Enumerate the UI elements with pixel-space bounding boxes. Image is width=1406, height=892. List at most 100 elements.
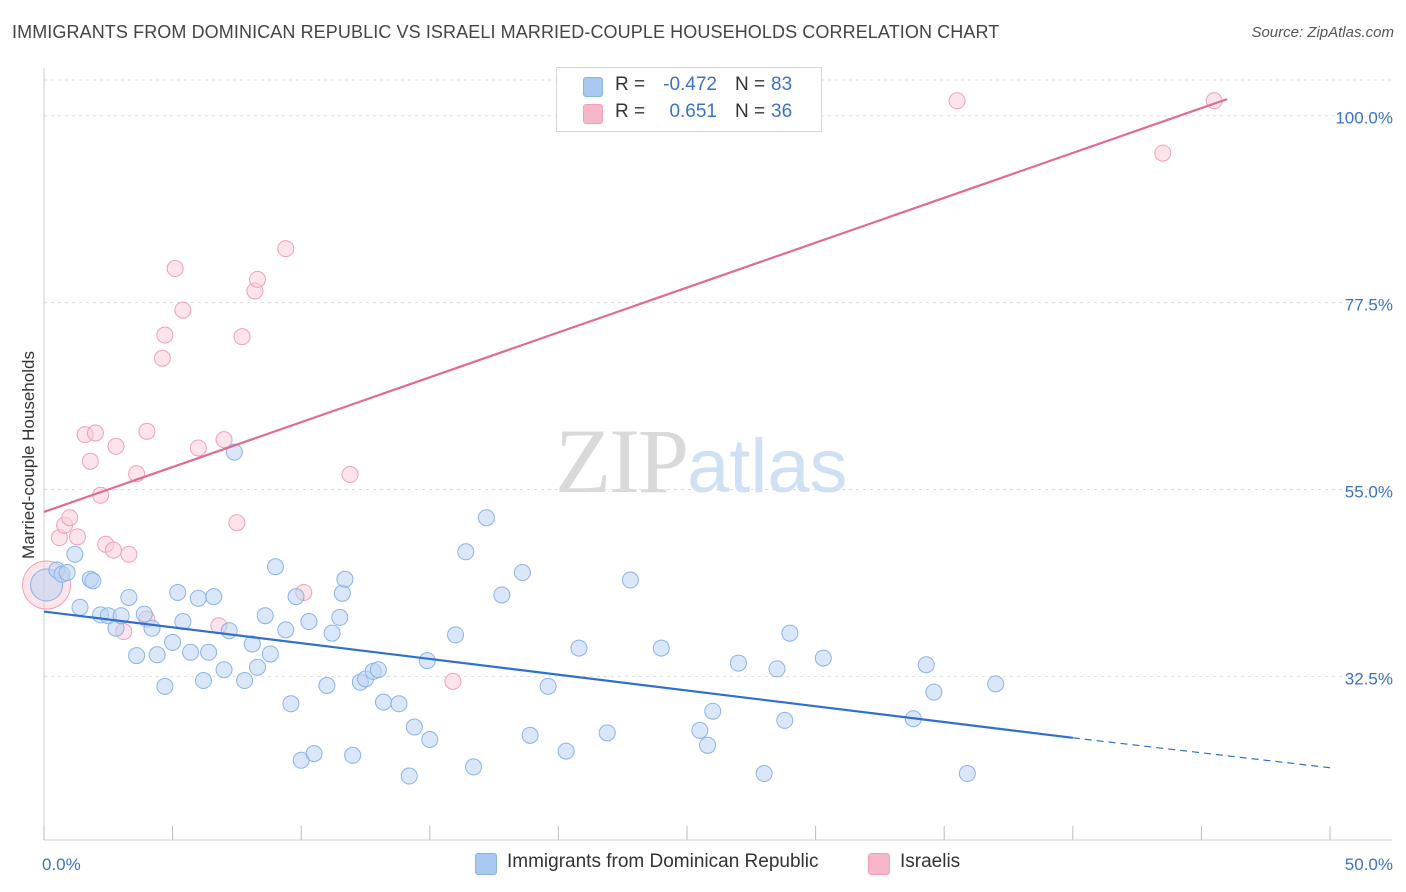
dominican-point: [205, 588, 223, 606]
dominican-point: [261, 645, 279, 663]
israelis-point: [68, 528, 86, 546]
trend-lines: [43, 98, 1331, 769]
dominican-point: [457, 543, 475, 561]
tick-labels: 100.0% 77.5% 55.0% 32.5% 0.0% 50.0%: [42, 109, 1393, 874]
israelis-point: [138, 422, 156, 440]
dominican-point: [421, 730, 439, 748]
israelis-point: [104, 541, 122, 559]
stats-row-israelis: R = 0.651 N = 36: [557, 101, 821, 127]
dominican-point: [318, 677, 336, 695]
dominican-point: [169, 583, 187, 601]
dominican-point: [814, 649, 832, 667]
dominican-point: [781, 624, 799, 642]
legend-swatch-pink: [868, 853, 890, 875]
dominican-point: [236, 672, 254, 690]
israelis-point: [174, 301, 192, 319]
dominican-point: [493, 586, 511, 604]
israelis-point: [120, 545, 138, 563]
dominican-point: [925, 683, 943, 701]
dominican-point: [557, 742, 575, 760]
dominican-points: [30, 443, 1005, 785]
dominican-point: [539, 677, 557, 695]
dominican-point: [128, 647, 146, 665]
y-tick-label: 55.0%: [1345, 482, 1393, 501]
stats-r-value: -0.472: [663, 74, 717, 95]
dominican-point: [282, 695, 300, 713]
dominican-point: [369, 661, 387, 679]
dominican-trend-line: [43, 610, 1073, 739]
source-label: Source: ZipAtlas.com: [1251, 24, 1394, 41]
dominican-point: [447, 626, 465, 644]
stats-r-value: 0.651: [669, 101, 717, 122]
dominican-point: [570, 639, 588, 657]
dominican-point: [336, 570, 354, 588]
dominican-point: [84, 572, 102, 590]
dominican-point: [704, 702, 722, 720]
israelis-points: [22, 92, 1223, 690]
dominican-point: [344, 746, 362, 764]
x-tick-label: 0.0%: [42, 855, 81, 874]
stats-r-label: R =: [615, 74, 646, 95]
israelis-point: [215, 431, 233, 449]
dominican-point: [156, 677, 174, 695]
dominican-point: [521, 726, 539, 744]
israelis-point: [153, 349, 171, 367]
y-tick-label: 32.5%: [1345, 669, 1393, 688]
y-tick-label: 77.5%: [1345, 296, 1393, 315]
israelis-point: [277, 240, 295, 258]
dominican-point: [143, 619, 161, 637]
dominican-point: [477, 509, 495, 527]
dominican-point: [465, 758, 483, 776]
dominican-point: [699, 736, 717, 754]
legend-label: Israelis: [900, 851, 961, 872]
axes: [43, 68, 1392, 841]
dominican-point: [400, 767, 418, 785]
y-axis-label: Married-couple Households: [19, 351, 38, 559]
dominican-point: [768, 660, 786, 678]
dominican-point: [333, 584, 351, 602]
dominican-point: [755, 765, 773, 783]
dominican-trend-extension: [1072, 737, 1331, 769]
israelis-trend-line: [43, 98, 1228, 513]
dominican-point: [135, 605, 153, 623]
dominican-point: [652, 639, 670, 657]
stats-n-value: 36: [771, 101, 793, 122]
watermark: ZIPatlas: [555, 408, 848, 514]
dominican-point: [598, 724, 616, 742]
dominican-point: [182, 643, 200, 661]
dominican-point: [375, 693, 393, 711]
watermark-zip: ZIP: [555, 410, 689, 512]
israelis-point: [189, 439, 207, 457]
dominican-point: [287, 588, 305, 606]
israelis-point: [61, 509, 79, 527]
dominican-point: [58, 564, 76, 582]
israelis-point: [444, 672, 462, 690]
stats-swatch-blue: [583, 77, 603, 97]
dominican-point: [323, 624, 341, 642]
dominican-point: [691, 721, 709, 739]
israelis-point: [166, 260, 184, 278]
dominican-point: [305, 745, 323, 763]
dominican-point: [243, 635, 261, 653]
israelis-point: [948, 92, 966, 110]
israelis-point: [107, 437, 125, 455]
dominican-point: [194, 672, 212, 690]
dominican-point: [390, 695, 408, 713]
dominican-point: [266, 558, 284, 576]
dominican-point: [987, 675, 1005, 693]
dominican-point: [71, 598, 89, 616]
dominican-point: [120, 588, 138, 606]
watermark-atlas: atlas: [687, 424, 848, 509]
israelis-point: [341, 466, 359, 484]
chart-title: IMMIGRANTS FROM DOMINICAN REPUBLIC VS IS…: [12, 22, 1000, 42]
grid-lines: [44, 79, 1392, 677]
dominican-point: [958, 765, 976, 783]
israelis-point: [81, 452, 99, 470]
dominican-point: [418, 652, 436, 670]
dominican-point: [405, 718, 423, 736]
dominican-point: [917, 656, 935, 674]
dominican-point: [277, 621, 295, 639]
israelis-point: [156, 326, 174, 344]
israelis-point: [233, 328, 251, 346]
